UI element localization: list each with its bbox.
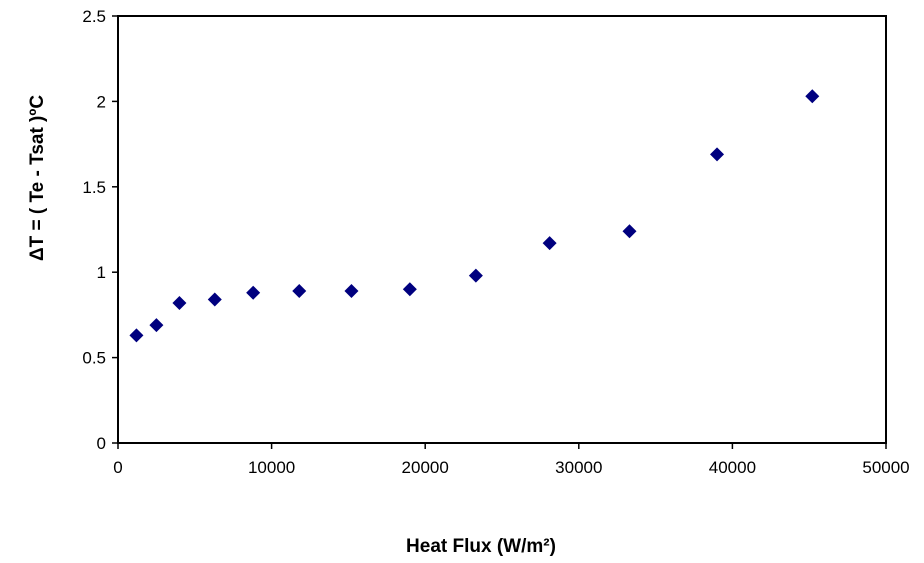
x-axis-ticks: 0 10000 20000 30000 40000 50000 [113, 443, 910, 477]
data-points [129, 89, 820, 343]
data-point-diamond [207, 292, 222, 307]
data-point-diamond [292, 283, 307, 298]
y-tick-label: 1 [97, 263, 106, 282]
y-tick-label: 1.5 [82, 178, 106, 197]
x-axis-title: Heat Flux (W/m²) [406, 536, 556, 557]
y-tick-label: 0.5 [82, 349, 106, 368]
x-tick-label: 20000 [402, 458, 449, 477]
data-point-diamond [622, 224, 637, 239]
y-tick-label: 2 [97, 92, 106, 111]
data-point-diamond [710, 147, 725, 162]
x-tick-label: 10000 [248, 458, 295, 477]
data-point-diamond [344, 283, 359, 298]
data-point-diamond [805, 89, 820, 104]
data-point-diamond [172, 295, 187, 310]
x-tick-label: 50000 [862, 458, 909, 477]
data-point-diamond [129, 328, 144, 343]
data-point-diamond [542, 236, 557, 251]
plot-area [117, 15, 887, 444]
x-tick-label: 0 [113, 458, 122, 477]
y-tick-label: 2.5 [82, 7, 106, 26]
x-tick-label: 40000 [709, 458, 756, 477]
data-point-diamond [246, 285, 261, 300]
data-point-diamond [149, 318, 164, 333]
y-axis-ticks: 0 0.5 1 1.5 2 2.5 [82, 7, 118, 453]
y-axis-title: ΔT = ( Te - Tsat )ºC [27, 95, 48, 261]
data-point-diamond [402, 282, 417, 297]
data-point-diamond [468, 268, 483, 283]
x-tick-label: 30000 [555, 458, 602, 477]
y-tick-label: 0 [97, 434, 106, 453]
